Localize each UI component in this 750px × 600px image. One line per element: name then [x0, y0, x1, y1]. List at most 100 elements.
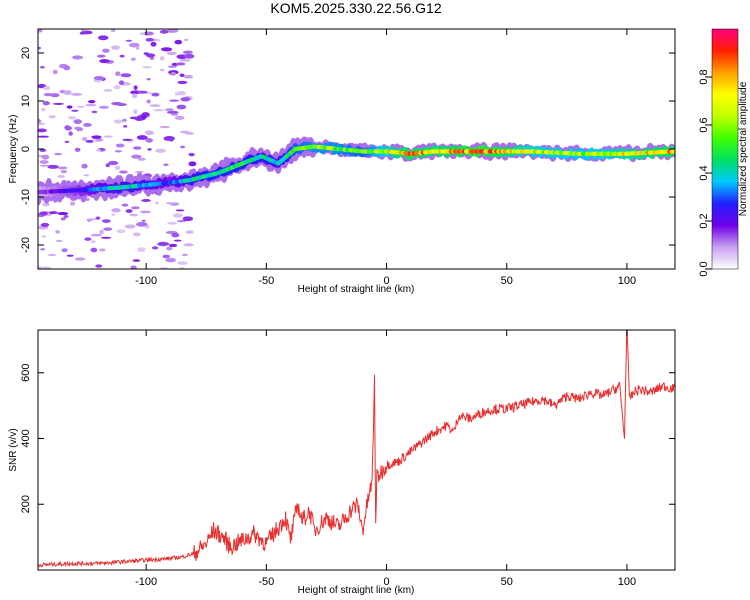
- noise-blob: [40, 222, 50, 227]
- noise-blob: [147, 148, 152, 151]
- noise-blob: [57, 166, 68, 170]
- spectrogram-marks: [38, 29, 675, 269]
- noise-blob: [159, 29, 169, 34]
- noise-blob: [141, 219, 146, 222]
- noise-blob: [99, 229, 104, 235]
- noise-blob: [102, 48, 110, 53]
- noise-blob: [170, 71, 177, 76]
- noise-blob: [81, 163, 88, 169]
- noise-blob: [169, 99, 180, 102]
- noise-blob: [131, 93, 138, 99]
- noise-blob: [71, 92, 83, 96]
- noise-blob: [83, 174, 89, 177]
- noise-blob: [95, 149, 101, 152]
- noise-blob: [151, 92, 160, 97]
- spectrogram-x-tick-label: 0: [383, 275, 389, 287]
- noise-blob: [39, 164, 49, 167]
- noise-blob: [145, 53, 156, 58]
- noise-blob: [123, 125, 128, 128]
- noise-blob: [135, 117, 144, 121]
- noise-blob: [81, 136, 88, 142]
- noise-blob: [88, 100, 96, 104]
- noise-blob: [90, 240, 96, 244]
- noise-blob: [181, 253, 188, 257]
- noise-blob: [177, 80, 188, 85]
- noise-blob: [180, 145, 186, 149]
- spectrogram-y-tick-label: -20: [20, 237, 32, 253]
- noise-blob: [63, 90, 72, 96]
- colorbar-ticks: 0.0 0.2 0.4 0.6 0.8: [698, 69, 712, 277]
- noise-blob: [155, 38, 161, 42]
- noise-blob: [172, 213, 183, 218]
- noise-blob: [110, 45, 121, 50]
- snr-panel: -100 -50 0 50 100 200 400 600 Height of straig…: [8, 329, 676, 596]
- snr-x-tick-label: 100: [618, 576, 636, 588]
- noise-blob: [97, 54, 106, 58]
- noise-blob: [133, 146, 142, 150]
- noise-blob: [41, 235, 47, 238]
- snr-x-tick-label: -100: [135, 576, 157, 588]
- noise-blob: [166, 110, 179, 114]
- colorbar: 0.0 0.2 0.4 0.6 0.8 Normalized spectral ampl…: [698, 28, 749, 277]
- spectrogram-x-ticks: -100 -50 0 50 100: [135, 29, 636, 287]
- colorbar-tick-label: 0.8: [698, 69, 710, 84]
- noise-blob: [125, 209, 133, 213]
- noise-blob: [163, 136, 176, 141]
- noise-blob: [142, 66, 152, 69]
- noise-blob: [145, 138, 153, 143]
- noise-blob: [99, 58, 110, 64]
- noise-blob: [141, 199, 151, 202]
- noise-blob: [149, 104, 161, 107]
- noise-blob: [38, 29, 43, 33]
- colorbar-gradient: [712, 29, 738, 269]
- noise-blob: [42, 202, 51, 207]
- noise-blob: [183, 74, 194, 79]
- noise-blob: [168, 243, 178, 248]
- noise-blob: [113, 119, 124, 124]
- noise-blob: [131, 154, 142, 159]
- spectrogram-y-tick-label: 0: [20, 146, 32, 152]
- colorbar-frame: [711, 28, 739, 270]
- noise-blob: [114, 150, 122, 153]
- spectrogram-y-label: Frequency (Hz): [8, 115, 19, 184]
- noise-blob: [103, 227, 113, 231]
- noise-blob: [122, 138, 133, 141]
- noise-blob: [134, 170, 144, 173]
- noise-blob: [151, 246, 159, 250]
- noise-blob: [144, 130, 155, 136]
- spectrogram-y-ticks: -20 -10 0 10 20: [20, 47, 675, 253]
- noise-blob: [79, 31, 86, 35]
- noise-blob: [133, 109, 138, 115]
- noise-blob: [83, 122, 92, 127]
- noise-blob: [179, 58, 191, 62]
- noise-blob: [175, 209, 185, 212]
- snr-series-line: [38, 330, 675, 569]
- noise-blob: [136, 90, 148, 94]
- noise-blob: [162, 254, 170, 259]
- noise-blob: [103, 89, 113, 92]
- noise-blob: [81, 29, 86, 32]
- noise-blob: [93, 76, 105, 81]
- noise-blob: [38, 128, 47, 133]
- noise-blob: [52, 102, 65, 105]
- noise-blob: [39, 148, 47, 152]
- noise-blob: [66, 105, 73, 109]
- noise-blob: [153, 109, 165, 112]
- noise-blob: [183, 53, 195, 59]
- noise-blob: [180, 97, 191, 102]
- noise-blob: [55, 230, 60, 234]
- noise-blob: [92, 138, 97, 143]
- noise-blob: [110, 213, 116, 216]
- noise-blob: [146, 99, 151, 104]
- colorbar-tick-label: 0.2: [698, 213, 710, 228]
- noise-blob: [155, 148, 167, 153]
- noise-blob: [176, 91, 186, 96]
- noise-blob: [41, 107, 46, 112]
- noise-blob: [70, 201, 76, 206]
- noise-blob: [99, 248, 106, 252]
- noise-blob: [38, 122, 46, 126]
- noise-blob: [95, 216, 101, 220]
- noise-blob: [145, 37, 154, 42]
- noise-blob: [103, 135, 113, 138]
